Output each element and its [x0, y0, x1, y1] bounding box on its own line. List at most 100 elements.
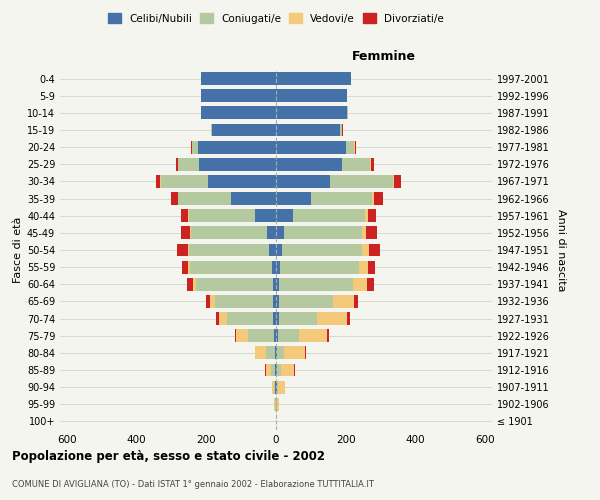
- Bar: [190, 260, 272, 274]
- Bar: [346, 140, 355, 153]
- Bar: [276, 295, 279, 308]
- Bar: [160, 175, 161, 188]
- Bar: [201, 72, 276, 85]
- Bar: [281, 364, 295, 376]
- Bar: [178, 158, 199, 170]
- Bar: [317, 312, 347, 325]
- Bar: [188, 260, 190, 274]
- Bar: [188, 244, 189, 256]
- Bar: [372, 192, 374, 205]
- Bar: [190, 226, 191, 239]
- Bar: [276, 140, 346, 153]
- Bar: [274, 330, 276, 342]
- Y-axis label: Anni di nascita: Anni di nascita: [556, 209, 566, 291]
- Bar: [208, 175, 276, 188]
- Bar: [189, 210, 255, 222]
- Bar: [276, 278, 280, 290]
- Bar: [206, 295, 210, 308]
- Bar: [267, 226, 276, 239]
- Legend: Celibi/Nubili, Coniugati/e, Vedovi/e, Divorziati/e: Celibi/Nubili, Coniugati/e, Vedovi/e, Di…: [105, 10, 447, 26]
- Bar: [276, 210, 293, 222]
- Bar: [280, 278, 353, 290]
- Bar: [276, 72, 351, 85]
- Bar: [227, 312, 272, 325]
- Bar: [188, 210, 189, 222]
- Bar: [276, 330, 278, 342]
- Bar: [367, 278, 374, 290]
- Bar: [274, 398, 275, 410]
- Bar: [330, 175, 393, 188]
- Bar: [272, 312, 276, 325]
- Bar: [279, 295, 333, 308]
- Bar: [276, 312, 279, 325]
- Bar: [368, 244, 380, 256]
- Bar: [393, 175, 394, 188]
- Bar: [191, 140, 193, 153]
- Bar: [176, 158, 178, 170]
- Bar: [211, 124, 212, 136]
- Bar: [371, 158, 374, 170]
- Bar: [275, 380, 276, 394]
- Bar: [276, 192, 311, 205]
- Bar: [272, 278, 276, 290]
- Y-axis label: Fasce di età: Fasce di età: [13, 217, 23, 283]
- Bar: [276, 158, 342, 170]
- Bar: [196, 278, 272, 290]
- Text: Popolazione per età, sesso e stato civile - 2002: Popolazione per età, sesso e stato civil…: [12, 450, 325, 463]
- Bar: [276, 260, 280, 274]
- Bar: [276, 175, 330, 188]
- Bar: [282, 244, 362, 256]
- Text: COMUNE DI AVIGLIANA (TO) - Dati ISTAT 1° gennaio 2002 - Elaborazione TUTTITALIA.: COMUNE DI AVIGLIANA (TO) - Dati ISTAT 1°…: [12, 480, 374, 489]
- Bar: [161, 175, 208, 188]
- Bar: [275, 346, 276, 360]
- Bar: [276, 380, 277, 394]
- Bar: [340, 124, 342, 136]
- Bar: [182, 260, 188, 274]
- Bar: [271, 364, 275, 376]
- Bar: [272, 295, 276, 308]
- Bar: [193, 140, 197, 153]
- Bar: [277, 398, 279, 410]
- Bar: [218, 312, 227, 325]
- Bar: [394, 175, 401, 188]
- Bar: [276, 346, 277, 360]
- Bar: [199, 158, 276, 170]
- Bar: [210, 295, 215, 308]
- Bar: [277, 380, 278, 394]
- Bar: [193, 278, 196, 290]
- Bar: [299, 330, 326, 342]
- Bar: [279, 312, 317, 325]
- Bar: [362, 244, 368, 256]
- Bar: [305, 346, 307, 360]
- Bar: [197, 140, 276, 153]
- Bar: [362, 226, 366, 239]
- Bar: [277, 346, 284, 360]
- Bar: [255, 346, 256, 360]
- Bar: [278, 330, 299, 342]
- Bar: [178, 244, 188, 256]
- Bar: [368, 260, 375, 274]
- Bar: [276, 226, 284, 239]
- Text: Femmine: Femmine: [352, 50, 416, 63]
- Bar: [368, 210, 376, 222]
- Bar: [189, 244, 269, 256]
- Bar: [365, 210, 368, 222]
- Bar: [280, 260, 359, 274]
- Bar: [276, 244, 282, 256]
- Bar: [278, 380, 285, 394]
- Bar: [181, 210, 188, 222]
- Bar: [355, 140, 356, 153]
- Bar: [191, 226, 267, 239]
- Bar: [347, 312, 350, 325]
- Bar: [342, 158, 370, 170]
- Bar: [276, 364, 277, 376]
- Bar: [366, 226, 377, 239]
- Bar: [236, 330, 248, 342]
- Bar: [353, 295, 358, 308]
- Bar: [353, 278, 367, 290]
- Bar: [293, 210, 365, 222]
- Bar: [266, 364, 271, 376]
- Bar: [277, 364, 281, 376]
- Bar: [333, 295, 353, 308]
- Bar: [215, 295, 272, 308]
